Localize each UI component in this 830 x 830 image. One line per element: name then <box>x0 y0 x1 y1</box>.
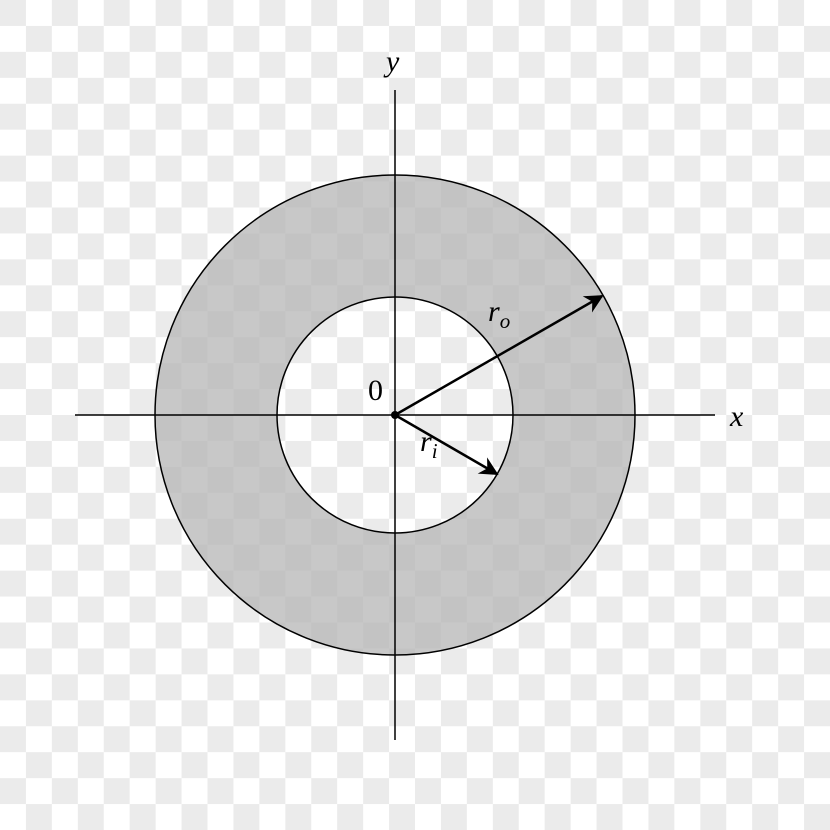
inner-radius-arrow <box>395 415 497 474</box>
inner-radius-label: ri <box>420 425 438 464</box>
inner-radius-symbol: r <box>420 425 432 458</box>
origin-point <box>391 411 399 419</box>
outer-radius-symbol: r <box>488 295 500 328</box>
outer-radius-subscript: o <box>500 309 511 333</box>
x-axis-label: x <box>730 400 743 434</box>
diagram-canvas: y x 0 ro ri <box>0 0 830 830</box>
inner-radius-subscript: i <box>432 439 438 463</box>
annulus-figure <box>0 0 830 830</box>
origin-label: 0 <box>368 374 383 408</box>
y-axis-label: y <box>386 45 399 79</box>
outer-radius-label: ro <box>488 295 510 334</box>
